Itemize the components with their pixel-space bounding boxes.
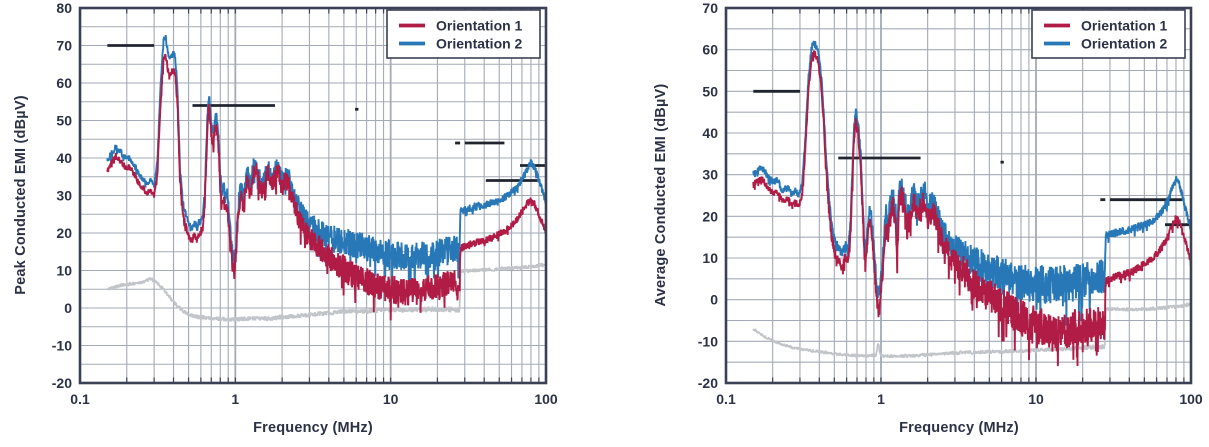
average-chart-y-axis-title: Average Conducted EMI (dBµV): [653, 83, 669, 307]
legend: Orientation 1 Orientation 2: [1031, 9, 1186, 59]
cispr-limit-lines: [107, 44, 546, 182]
y-tick-label: 70: [702, 0, 718, 16]
peak-chart-y-axis-title: Peak Conducted EMI (dBµV): [13, 95, 29, 295]
series-orientation-1-line: [752, 50, 1191, 367]
plot-frame: [78, 6, 548, 385]
y-tick-label: 40: [702, 125, 718, 141]
legend: Orientation 1 Orientation 2: [386, 9, 541, 59]
y-tick-label: 30: [702, 167, 718, 183]
y-tick-label: 60: [702, 42, 718, 58]
x-tick-label: 0.1: [716, 391, 736, 407]
y-tick-label: -10: [52, 338, 72, 354]
y-tick-label: 70: [56, 38, 72, 54]
y-tick-label: -20: [52, 375, 72, 391]
peak-emi-chart: 0.1 1 10 100 80 70 60 50 40 30 20 10 0 -10 -20 Orientat…: [0, 0, 604, 447]
y-tick-label: 50: [56, 113, 72, 129]
x-tick-label: 10: [383, 391, 399, 407]
y-tick-label: 20: [56, 225, 72, 241]
plot-frame: [724, 6, 1193, 385]
legend-label: Orientation 1: [1081, 18, 1168, 34]
average-emi-chart: 0.1 1 10 100 70 60 50 40 30 20 10 0 -10 -20 Orientatio…: [604, 0, 1209, 447]
y-tick-label: 80: [56, 0, 72, 16]
y-tick-label: 50: [702, 83, 718, 99]
x-tick-label: 1: [231, 391, 239, 407]
grid-lines: [79, 7, 547, 384]
legend-label: Orientation 1: [436, 18, 523, 34]
y-tick-label: 30: [56, 188, 72, 204]
y-tick-label: 10: [56, 263, 72, 279]
y-tick-label: 40: [56, 150, 72, 166]
x-tick-label: 10: [1028, 391, 1044, 407]
legend-label: Orientation 2: [436, 36, 523, 52]
x-tick-label: 100: [1179, 391, 1203, 407]
series-group: [106, 34, 546, 322]
peak-emi-chart-canvas: 0.1 1 10 10080706050403020100-10-20Orientat…: [52, 0, 558, 407]
grid-lines: [725, 7, 1192, 384]
peak-chart-x-axis-title: Frequency (MHz): [253, 420, 373, 436]
y-tick-label: 0: [64, 300, 72, 316]
y-tick-label: 10: [702, 250, 718, 266]
y-tick-label: 20: [702, 208, 718, 224]
y-tick-label: -10: [698, 333, 718, 349]
average-chart-x-axis-title: Frequency (MHz): [899, 420, 1019, 436]
legend-label: Orientation 2: [1081, 36, 1168, 52]
y-tick-label: 0: [710, 292, 718, 308]
series-group: [752, 40, 1191, 367]
x-tick-label: 100: [534, 391, 558, 407]
x-tick-label: 0.1: [70, 391, 90, 407]
series-noise-floor-line: [106, 261, 546, 322]
y-tick-label: -20: [698, 375, 718, 391]
series-noise-floor-line: [752, 302, 1191, 359]
series-orientation-1-line: [106, 53, 546, 321]
y-tick-label: 60: [56, 75, 72, 91]
average-emi-chart-canvas: 0.1 1 10 100706050403020100-10-20Orientatio…: [698, 0, 1203, 407]
x-tick-label: 1: [877, 391, 885, 407]
